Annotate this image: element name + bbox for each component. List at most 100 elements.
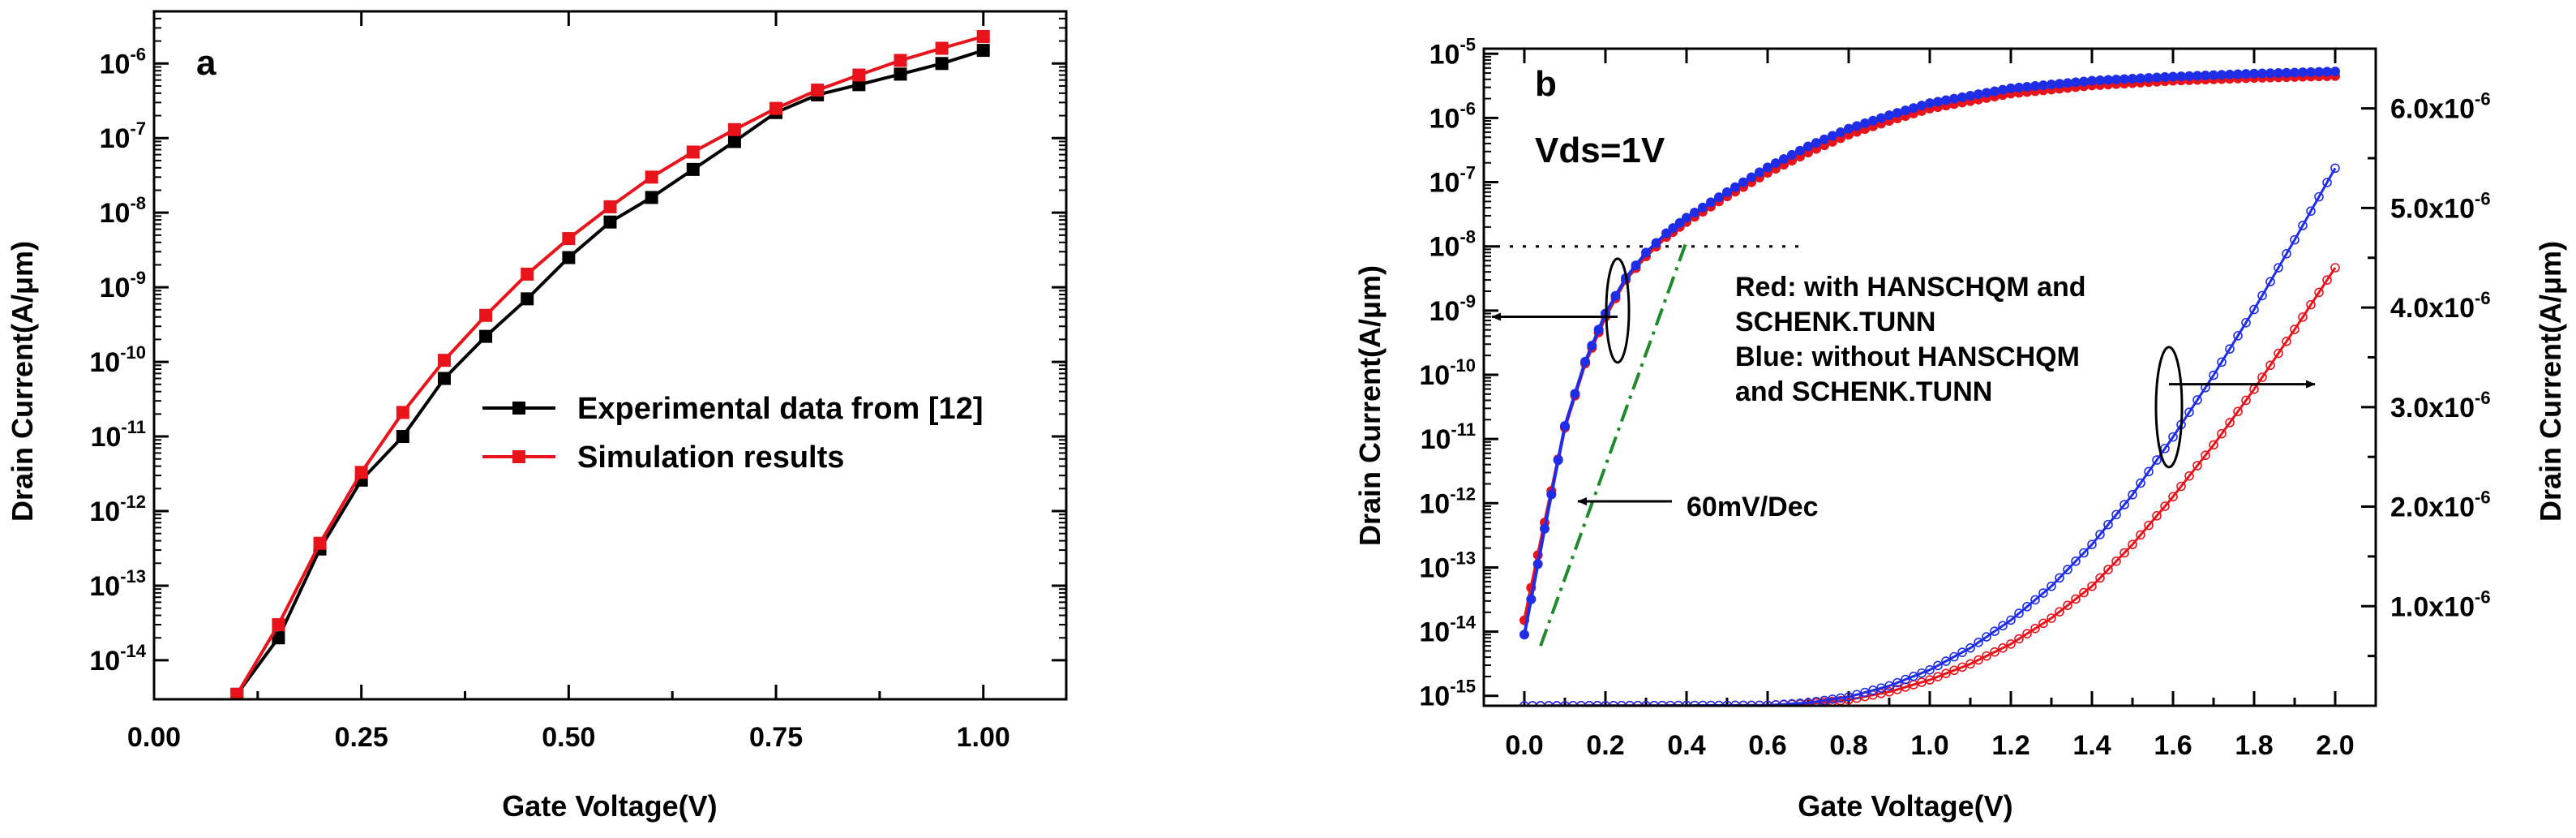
chart-b-log-point-1 [2006, 83, 2016, 93]
chart-a-point-0 [727, 135, 741, 148]
chart-b-linear-point-0 [2274, 348, 2283, 359]
chart-b-y-axis-label: Drain Current(A/μm) [1353, 265, 1387, 546]
chart-b-log-point-1 [2322, 67, 2332, 77]
chart-b-log-point-1 [1546, 489, 1557, 500]
chart-a-y-tick-label: 10-8 [100, 193, 146, 229]
chart-b-linear-point-0 [2168, 492, 2178, 502]
chart-b-linear-point-1 [2233, 331, 2243, 341]
chart-b-linear-point-0 [2330, 263, 2340, 273]
chart-b-log-point-1 [1532, 559, 1543, 569]
chart-b-y-tick-label: 10-8 [1429, 227, 1476, 263]
chart-b-log-point-1 [2079, 76, 2089, 87]
chart-b-linear-point-0 [2014, 634, 2024, 644]
chart-b-log-point-1 [1730, 182, 1740, 192]
chart-b-linear-point-0 [1933, 672, 1943, 681]
chart-a-series-line-0 [233, 49, 984, 699]
chart-b-log-point-1 [2071, 77, 2081, 88]
chart-b-log-point-1 [1540, 523, 1549, 534]
chart-a-y-axis-label: Drain Current(A/μm) [6, 241, 39, 522]
chart-a-point-0 [935, 57, 949, 71]
chart-a-point-0 [396, 430, 409, 444]
chart-b-y2-tick-label: 6.0x10-6 [2390, 89, 2491, 125]
chart-b-log-point-1 [2257, 68, 2267, 79]
chart-b-linear-point-1 [2103, 519, 2113, 530]
chart-b-log-point-1 [2152, 72, 2162, 83]
chart-b-log-point-1 [2030, 81, 2040, 92]
chart-b-linear-point-1 [2290, 234, 2300, 245]
chart-b-linear-point-1 [2022, 601, 2032, 612]
chart-b-log-point-1 [2209, 70, 2218, 80]
chart-a-point-1 [272, 618, 285, 632]
chart-b-log-point-1 [1965, 90, 1975, 101]
chart-b-log-point-1 [2144, 72, 2154, 83]
chart-a-panel-label: a [196, 43, 216, 83]
chart-b-linear-point-1 [2055, 573, 2064, 583]
chart-b-log-point-1 [2111, 75, 2121, 85]
chart-b-linear-point-0 [2184, 471, 2194, 481]
chart-b-linear-point-0 [2306, 299, 2316, 310]
chart-b-linear-point-1 [2144, 466, 2154, 477]
chart-b-log-point-1 [2192, 71, 2202, 81]
chart-b-log-point-1 [1876, 113, 1886, 123]
chart-b-annotation-marks [1491, 257, 2316, 505]
chart-b-log-point-1 [1682, 213, 1691, 223]
chart-b-log-point-1 [2160, 71, 2170, 82]
chart-b-log-point-1 [1668, 223, 1678, 234]
chart-b-linear-point-0 [2265, 360, 2275, 371]
chart-b-log-point-1 [2184, 71, 2194, 81]
chart-b-y2-tick-label: 1.0x10-6 [2390, 587, 2491, 622]
chart-b-y-tick-label: 10-7 [1429, 163, 1476, 199]
chart-b-linear-point-1 [2120, 500, 2129, 509]
chart-b-linear-point-0 [2103, 565, 2113, 574]
chart-b-log-point-1 [2168, 71, 2178, 82]
chart-b-linear-point-1 [2006, 615, 2016, 625]
chart-a-point-0 [562, 251, 576, 264]
chart-b-log-point-1 [1714, 192, 1724, 203]
chart-b-y-tick-label: 10-14 [1419, 612, 1476, 648]
chart-b-linear-point-0 [2128, 539, 2137, 549]
chart-b-log-point-1 [2298, 67, 2308, 78]
chart-b-log-point-1 [2063, 78, 2072, 88]
chart-b-linear-point-0 [2282, 337, 2291, 346]
chart-b-linear-point-0 [2022, 629, 2032, 638]
chart-a-point-1 [894, 54, 907, 67]
chart-b-log-point-1 [2282, 67, 2291, 78]
chart-a-legend-marker-1 [512, 450, 525, 463]
chart-b-left-ellipse [1605, 257, 1631, 364]
chart-b-linear-point-0 [2176, 481, 2186, 492]
chart-b-linear-point-1 [2241, 317, 2251, 328]
chart-b-linear-point-1 [2168, 432, 2178, 442]
chart-b-log-point-1 [1795, 145, 1805, 156]
chart-b-x-tick-label: 1.6 [2154, 730, 2192, 761]
chart-b-log-point-1 [1641, 247, 1651, 258]
chart-b-annotation-blue: Blue: without HANSCHQM [1735, 342, 2080, 372]
chart-b-x-tick-label: 0.0 [1505, 730, 1543, 761]
chart-b-linear-point-1 [2111, 509, 2121, 520]
chart-b-y2-tick-label: 4.0x10-6 [2390, 288, 2491, 324]
chart-a-point-1 [479, 308, 493, 322]
chart-b-linear-point-0 [2314, 287, 2324, 298]
chart-b-linear-point-1 [2030, 595, 2040, 605]
chart-a-point-1 [976, 30, 990, 44]
chart-b-x-tick-label: 0.4 [1667, 730, 1705, 761]
chart-b-linear-point-1 [1990, 626, 2000, 637]
chart-a-point-1 [645, 170, 658, 184]
chart-b-annotation-vds: Vds=1V [1535, 131, 1665, 170]
chart-b-log-point-1 [1526, 594, 1537, 604]
chart-b-linear-point-1 [2136, 478, 2145, 488]
chart-a-point-1 [230, 687, 244, 699]
chart-b-linear-point-1 [2306, 206, 2316, 217]
chart-b-linear-point-0 [1892, 685, 1902, 694]
chart-b-linear-point-1 [1957, 647, 1967, 658]
chart-b-linear-point-0 [2217, 428, 2227, 439]
chart-b-linear-point-0 [2290, 324, 2300, 334]
chart-b-log-point-1 [1982, 88, 1991, 98]
chart-b-linear-point-0 [2225, 418, 2235, 428]
chart-a-point-0 [894, 67, 907, 81]
chart-b-y2-tick-label: 2.0x10-6 [2390, 488, 2491, 523]
chart-b-log-point-1 [2176, 71, 2186, 82]
chart-b-log-point-1 [2290, 67, 2300, 78]
chart-b-linear-point-1 [1974, 638, 1983, 647]
chart-b-log-point-1 [1933, 97, 1943, 107]
chart-b-log-point-1 [2274, 67, 2283, 78]
